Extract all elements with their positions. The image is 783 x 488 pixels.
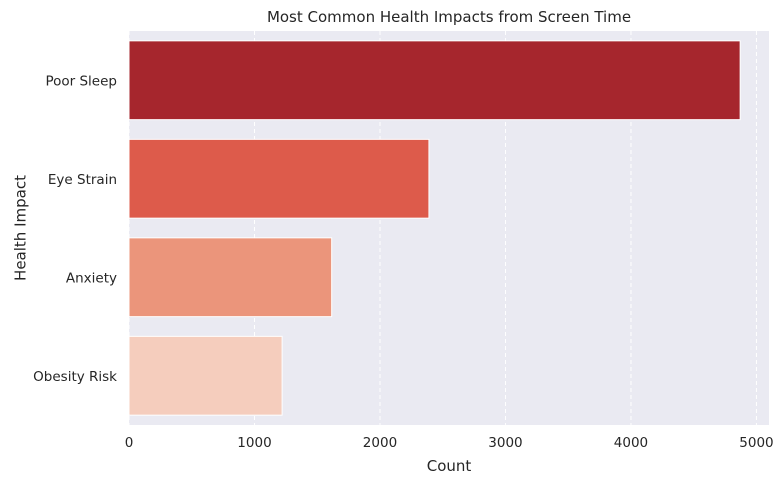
y-tick-label: Poor Sleep <box>45 73 117 89</box>
bar-poor-sleep <box>128 40 741 121</box>
chart-title: Most Common Health Impacts from Screen T… <box>267 8 631 26</box>
bar-eye-strain <box>128 138 430 219</box>
y-axis-ticks: Poor Sleep Eye Strain Anxiety Obesity Risk <box>33 73 117 385</box>
x-axis-title: Count <box>427 457 472 475</box>
y-tick-label: Eye Strain <box>48 172 117 188</box>
y-axis-title: Health Impact <box>12 175 30 281</box>
bar-anxiety <box>128 237 333 318</box>
bar-obesity-risk <box>128 335 283 416</box>
x-tick-label: 5000 <box>739 435 773 451</box>
x-tick-label: 3000 <box>488 435 522 451</box>
x-tick-label: 2000 <box>363 435 397 451</box>
x-axis-ticks: 0 1000 2000 3000 4000 5000 <box>125 435 774 451</box>
x-tick-label: 0 <box>125 435 134 451</box>
y-tick-label: Anxiety <box>66 270 117 286</box>
bars <box>128 40 741 416</box>
x-tick-label: 4000 <box>614 435 648 451</box>
y-tick-label: Obesity Risk <box>33 369 117 385</box>
x-tick-label: 1000 <box>237 435 271 451</box>
